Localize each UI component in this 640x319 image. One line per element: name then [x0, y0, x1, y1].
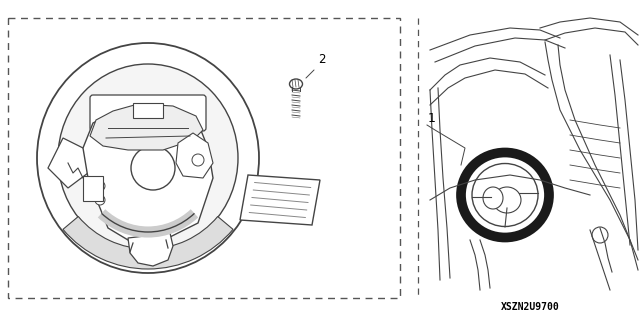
Polygon shape	[128, 233, 173, 266]
Polygon shape	[48, 138, 93, 188]
Polygon shape	[90, 104, 203, 150]
Circle shape	[592, 227, 608, 243]
Text: 2: 2	[318, 53, 326, 66]
FancyBboxPatch shape	[90, 95, 206, 131]
Ellipse shape	[289, 79, 303, 89]
Polygon shape	[176, 133, 213, 178]
Ellipse shape	[472, 164, 538, 226]
Text: XSZN2U9700: XSZN2U9700	[500, 302, 559, 312]
Ellipse shape	[493, 187, 521, 213]
Ellipse shape	[483, 187, 503, 209]
Bar	[133, 103, 163, 118]
Text: 1: 1	[428, 112, 436, 125]
Polygon shape	[240, 175, 320, 225]
Polygon shape	[83, 106, 213, 243]
Bar	[83, 176, 103, 201]
Circle shape	[95, 195, 105, 205]
Circle shape	[131, 146, 175, 190]
Circle shape	[95, 181, 105, 191]
Ellipse shape	[58, 64, 238, 252]
Circle shape	[192, 154, 204, 166]
Bar	[8, 18, 400, 298]
Wedge shape	[63, 217, 233, 269]
